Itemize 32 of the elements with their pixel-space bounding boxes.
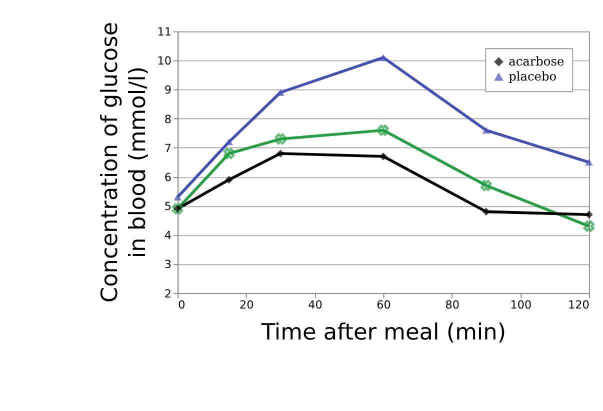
y-tick-label: 9 [164,84,172,97]
x-tick-label: 120 [568,298,590,312]
x-tick-label: 0 [178,298,186,312]
point [583,220,595,232]
point [482,126,490,134]
point [225,176,233,184]
point [585,210,593,218]
y-tick-label: 6 [164,170,172,184]
point [274,133,286,145]
y-tick-label: 8 [164,112,172,126]
y-tick-label: 7 [164,142,172,155]
y-tick-label: 5 [164,200,172,214]
legend-label: acarbose [508,54,564,68]
y-tick-label: 2 [164,287,172,300]
x-tick-label: 100 [510,298,532,312]
x-axis-title: Time after meal (min) [260,319,506,346]
x-tick-label: 80 [445,298,460,312]
point [480,180,492,192]
y-tick-label: 3 [164,258,172,272]
point [223,148,235,160]
point [174,194,182,201]
x-tick-label: 20 [240,298,254,312]
y-tick-label: 4 [164,229,172,242]
legend-label: placebo [508,69,557,84]
y-tick-label: 11 [157,26,172,39]
x-tick-label: 40 [308,298,322,312]
y-axis-title: Concentration of glucose in blood (mmol/l) [96,22,151,303]
x-tick-label: 60 [376,298,391,312]
point [378,124,389,136]
point [585,158,593,166]
y-tick-label: 10 [157,54,172,68]
point [276,150,284,158]
